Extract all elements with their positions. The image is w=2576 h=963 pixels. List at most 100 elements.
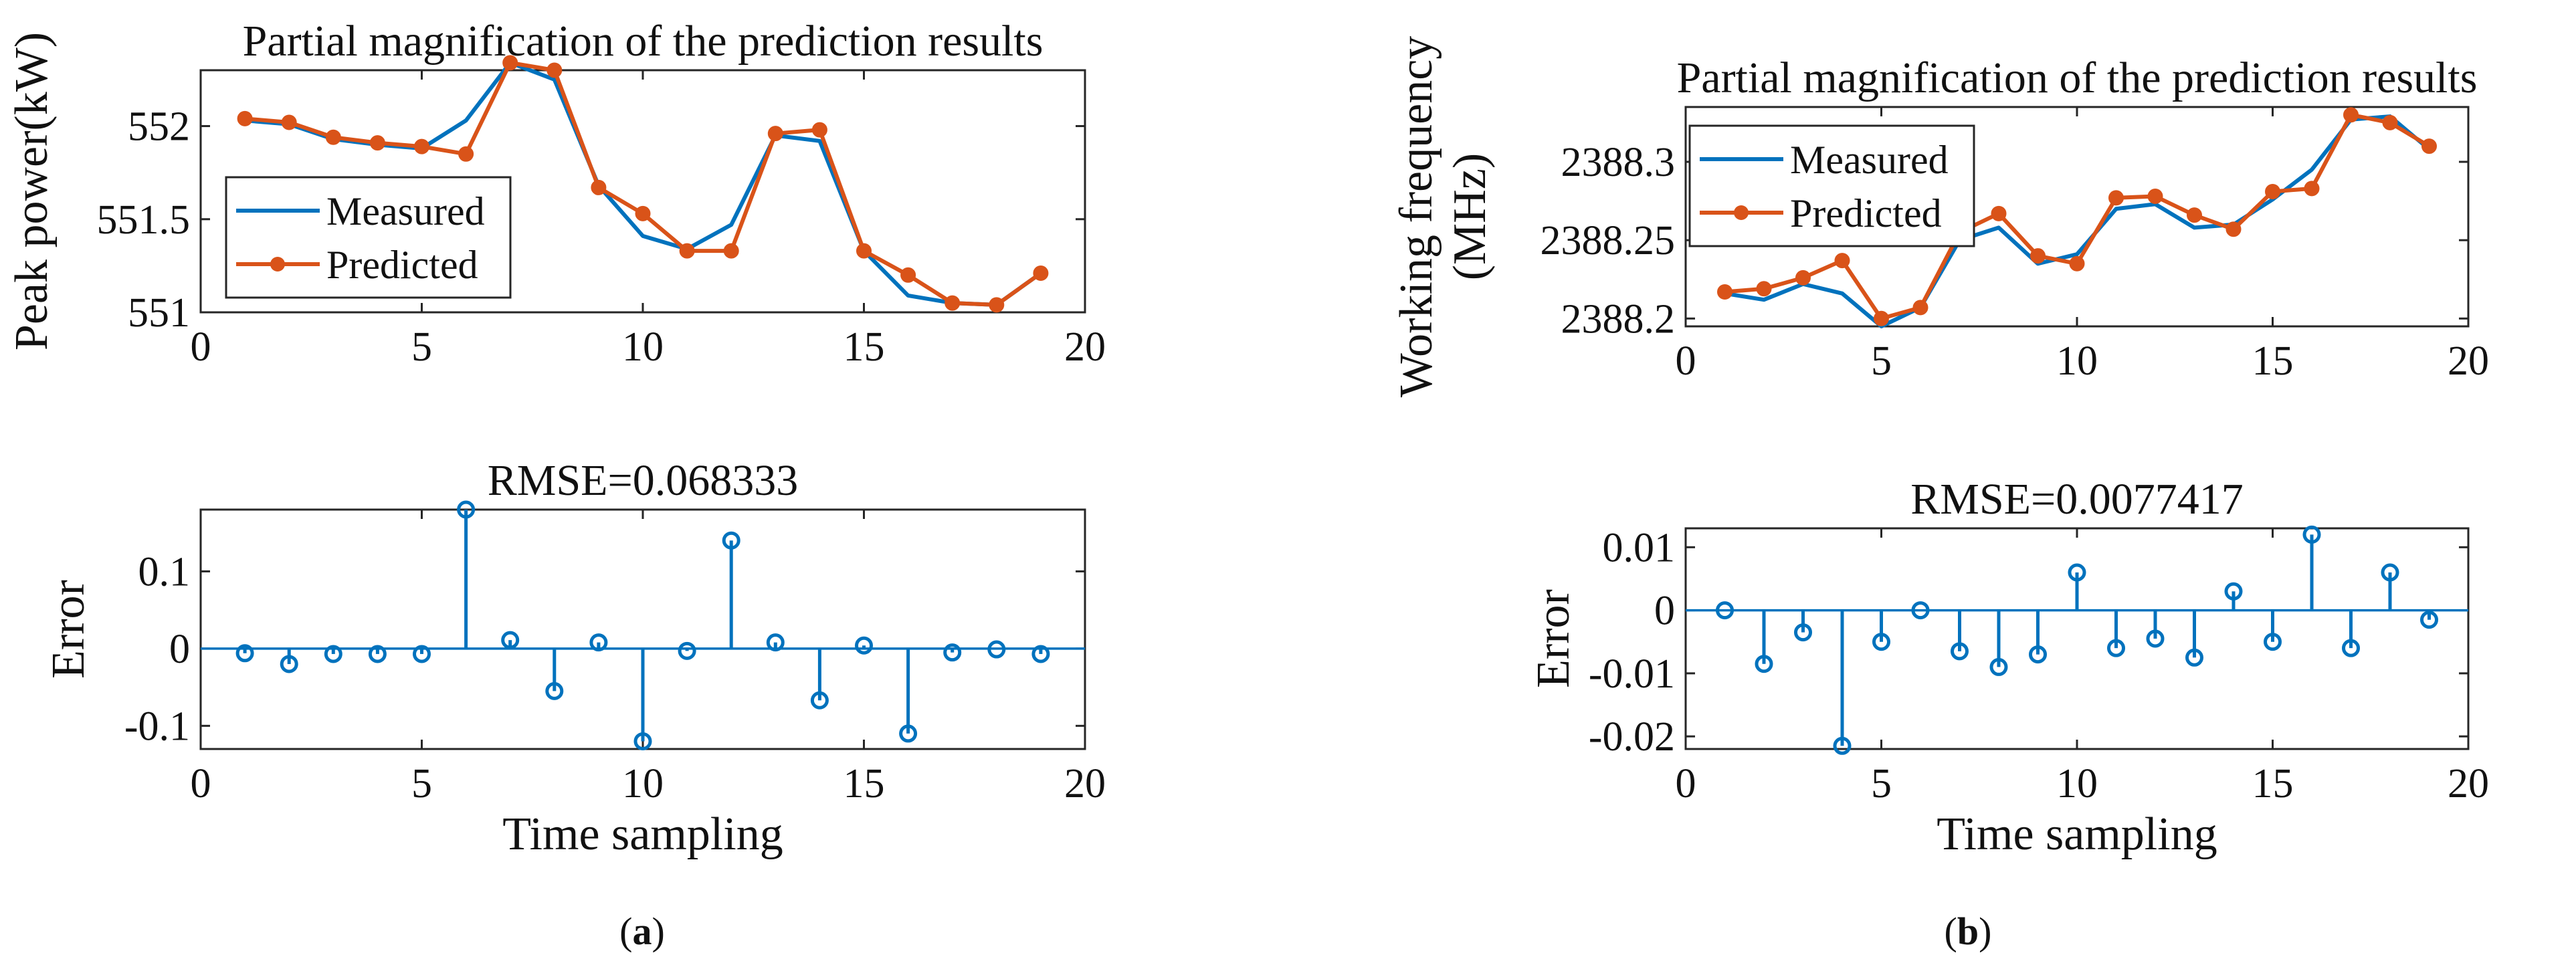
stem-marker bbox=[501, 631, 520, 649]
y-tick-label: 0.1 bbox=[138, 549, 191, 595]
y-tick-label: 2388.3 bbox=[1561, 140, 1676, 185]
chart-title: RMSE=0.068333 bbox=[488, 456, 798, 505]
legend-entry-measured: Measured bbox=[326, 189, 485, 233]
data-point-predicted bbox=[547, 62, 563, 78]
stem-marker bbox=[1794, 623, 1812, 642]
y-axis-label: Error bbox=[1528, 589, 1579, 688]
x-tick-label: 10 bbox=[622, 324, 664, 370]
x-tick-label: 20 bbox=[1064, 761, 1106, 807]
data-point-predicted bbox=[1795, 270, 1811, 286]
stem-marker bbox=[2068, 563, 2086, 582]
stem-marker bbox=[1755, 655, 1773, 673]
data-point-predicted bbox=[945, 295, 961, 311]
data-point-predicted bbox=[1756, 281, 1772, 297]
x-tick-label: 15 bbox=[844, 324, 885, 370]
chart-4: 0 5 10 15 20 -0.02 -0.01 0 0.01 RMSE=0.0077417 Tim… bbox=[1528, 475, 2489, 860]
stem-marker bbox=[943, 643, 962, 662]
y-tick-label: 0.01 bbox=[1603, 525, 1676, 570]
data-point-predicted bbox=[281, 114, 297, 130]
y-tick-label: 2388.25 bbox=[1541, 218, 1676, 263]
stem-marker bbox=[235, 644, 254, 663]
x-tick-label: 15 bbox=[2252, 761, 2294, 807]
data-point-predicted bbox=[2343, 107, 2359, 123]
data-point-predicted bbox=[989, 297, 1005, 313]
stem-marker bbox=[1989, 657, 2008, 676]
x-tick-label: 5 bbox=[411, 761, 432, 807]
stem-marker bbox=[678, 641, 696, 660]
stem-marker bbox=[633, 732, 652, 750]
data-point-predicted bbox=[1033, 265, 1049, 282]
x-tick-label: 0 bbox=[191, 761, 211, 807]
stem-marker bbox=[2264, 633, 2282, 651]
x-tick-label: 10 bbox=[2056, 761, 2098, 807]
legend: Measured Predicted bbox=[225, 176, 512, 299]
stem-marker bbox=[1031, 645, 1050, 663]
data-point-predicted bbox=[811, 122, 827, 138]
data-point-predicted bbox=[767, 126, 783, 142]
panel-letter: a bbox=[633, 909, 652, 953]
y-axis-label: Peak power(kW) bbox=[6, 32, 58, 350]
stem-marker bbox=[2185, 648, 2203, 667]
data-point-predicted bbox=[856, 243, 872, 259]
stem-marker bbox=[2146, 629, 2165, 648]
y-tick-label: 0 bbox=[1654, 588, 1675, 634]
paren: ( bbox=[1945, 909, 1957, 953]
panel-tag-a: (a) bbox=[619, 909, 665, 953]
data-point-predicted bbox=[1834, 253, 1850, 269]
data-point-predicted bbox=[458, 146, 474, 162]
legend-box bbox=[1688, 124, 1975, 247]
stem-marker bbox=[324, 645, 342, 663]
stem-marker bbox=[2381, 563, 2399, 582]
data-point-predicted bbox=[1874, 310, 1889, 326]
chart-1: 0 5 10 15 20 551 551.5 552 Partial magnification… bbox=[6, 17, 1106, 370]
x-axis-label: Time sampling bbox=[502, 809, 783, 860]
data-point-predicted bbox=[723, 243, 739, 259]
y-axis-label-line: Working frequency bbox=[1391, 36, 1442, 398]
panel-letter: b bbox=[1957, 909, 1979, 953]
chart-title: RMSE=0.0077417 bbox=[1910, 475, 2243, 524]
data-point-predicted bbox=[2030, 248, 2046, 264]
data-point-predicted bbox=[502, 55, 518, 71]
x-tick-label: 15 bbox=[2252, 338, 2294, 384]
data-point-predicted bbox=[1991, 205, 2007, 221]
paren: ) bbox=[1979, 909, 1991, 953]
stem-marker bbox=[2029, 645, 2047, 664]
legend-marker-predicted bbox=[270, 257, 285, 272]
legend-entry-measured: Measured bbox=[1790, 138, 1949, 182]
x-tick-label: 0 bbox=[1676, 338, 1696, 384]
data-point-predicted bbox=[2304, 181, 2320, 197]
stem-marker bbox=[766, 633, 785, 652]
x-axis-label: Time sampling bbox=[1937, 809, 2217, 860]
legend-entry-predicted: Predicted bbox=[1790, 191, 1942, 235]
stem-marker bbox=[1872, 633, 1890, 651]
data-point-predicted bbox=[679, 243, 695, 259]
stem-marker bbox=[810, 691, 829, 710]
data-point-predicted bbox=[2265, 184, 2280, 200]
y-tick-label: 0 bbox=[169, 627, 190, 672]
x-tick-label: 5 bbox=[411, 324, 432, 370]
x-tick-label: 0 bbox=[1676, 761, 1696, 807]
data-point-predicted bbox=[1717, 284, 1732, 300]
data-point-predicted bbox=[2225, 221, 2242, 237]
data-point-predicted bbox=[2108, 190, 2124, 206]
stem-marker bbox=[280, 655, 298, 673]
paren: ( bbox=[619, 909, 632, 953]
series-line-measured bbox=[1724, 114, 2431, 328]
stem-marker bbox=[1833, 736, 1852, 755]
y-axis-label-line: (MHz) bbox=[1444, 153, 1496, 280]
stem-marker bbox=[1951, 642, 1969, 661]
stem-marker bbox=[545, 681, 564, 700]
legend-marker-predicted bbox=[1734, 205, 1749, 220]
y-tick-label: 552 bbox=[128, 104, 190, 150]
x-tick-label: 5 bbox=[1871, 338, 1892, 384]
stem-marker bbox=[722, 531, 740, 550]
y-tick-label: 551.5 bbox=[97, 197, 191, 243]
legend: Measured Predicted bbox=[1688, 124, 1975, 247]
x-tick-label: 20 bbox=[2448, 761, 2489, 807]
y-tick-label: -0.1 bbox=[124, 704, 190, 749]
x-tick-label: 20 bbox=[2448, 338, 2489, 384]
data-point-predicted bbox=[237, 110, 253, 126]
x-tick-label: 20 bbox=[1064, 324, 1106, 370]
